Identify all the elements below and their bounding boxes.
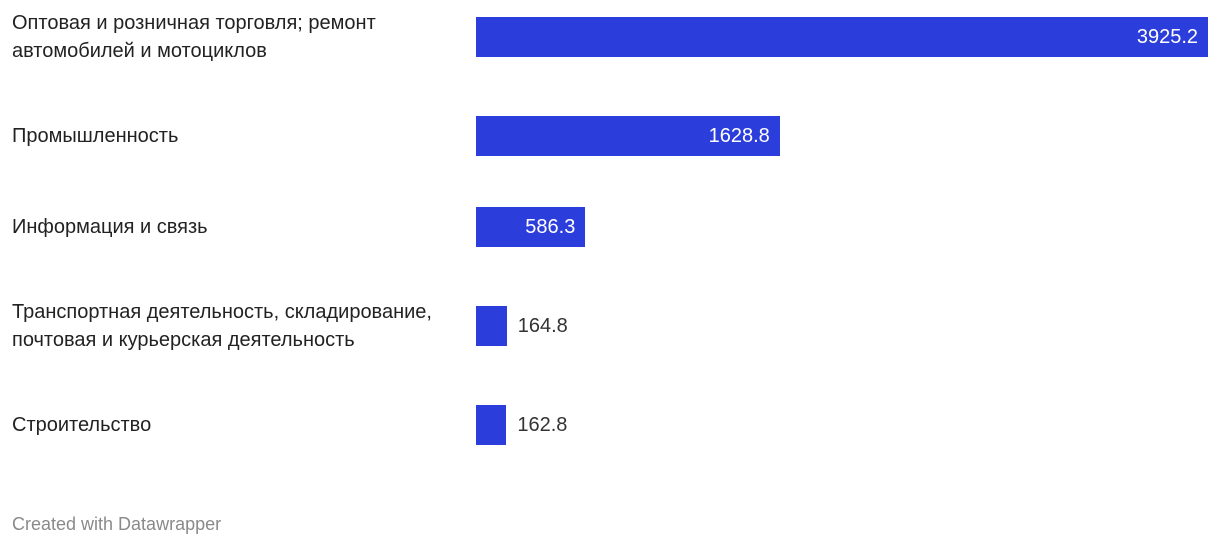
- bar: [476, 17, 1208, 57]
- category-label: Промышленность: [12, 125, 179, 147]
- category-label: Строительство: [12, 414, 152, 436]
- bar-row: Строительство 162.8: [12, 405, 1212, 445]
- bar: [476, 405, 507, 445]
- category-label: Информация и связь: [12, 216, 208, 238]
- value-label: 162.8: [517, 414, 568, 436]
- bar-track: 1628.8: [476, 116, 1208, 156]
- value-label: 164.8: [517, 315, 568, 337]
- value-label: 3925.2: [1136, 26, 1198, 48]
- bar: [476, 116, 780, 156]
- bar-row: Оптовая и розничная торговля; ремонт авт…: [12, 9, 1212, 65]
- category-label: Оптовая и розничная торговля; ремонт авт…: [12, 12, 376, 62]
- bar-track: 164.8: [476, 306, 1208, 346]
- category-label: Транспортная деятельность, складирование…: [12, 301, 432, 351]
- bar-track: 586.3: [476, 207, 1208, 247]
- bar-row: Транспортная деятельность, складирование…: [12, 298, 1212, 354]
- bar-row: Информация и связь 586.3: [12, 207, 1212, 247]
- bar: [476, 306, 507, 346]
- value-label: 1628.8: [708, 125, 770, 147]
- value-label: 586.3: [525, 216, 576, 238]
- bar-row: Промышленность 1628.8: [12, 116, 1212, 156]
- bar-track: 162.8: [476, 405, 1208, 445]
- credit: Created with Datawrapper: [12, 514, 222, 534]
- bar: [476, 207, 586, 247]
- chart: Оптовая и розничная торговля; ремонт авт…: [12, 9, 1212, 445]
- bar-track: 3925.2: [476, 17, 1208, 57]
